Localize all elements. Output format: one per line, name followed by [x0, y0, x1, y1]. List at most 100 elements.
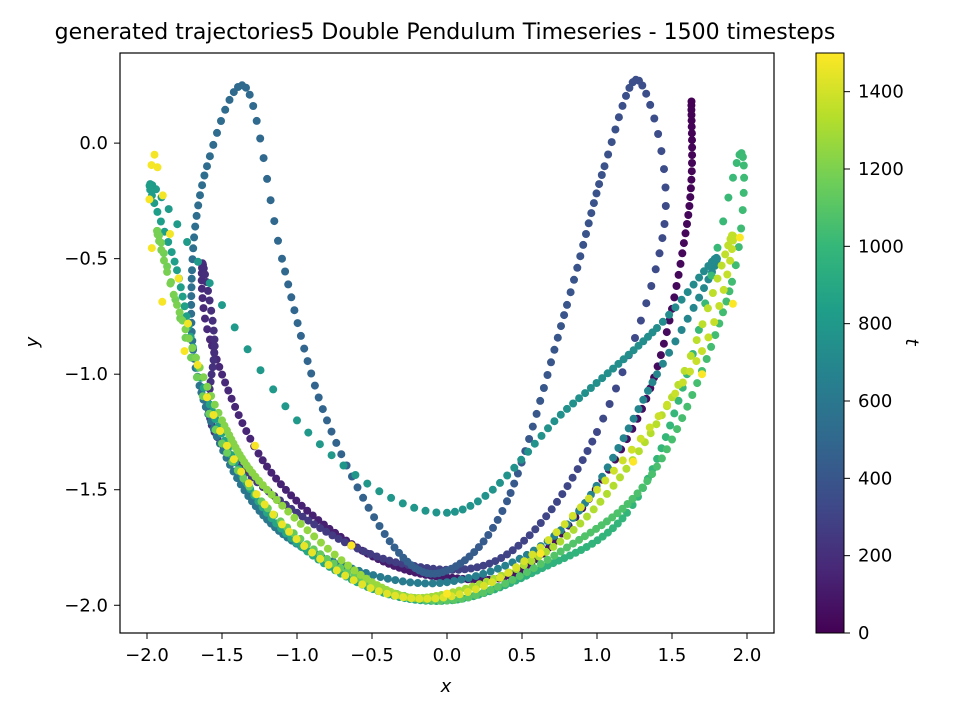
- trajectory-point: [525, 531, 534, 540]
- trajectory-point: [267, 468, 276, 477]
- trajectory-point: [713, 274, 722, 283]
- trajectory-point: [603, 369, 612, 378]
- trajectory-point: [237, 467, 246, 476]
- trajectory-point: [316, 554, 325, 563]
- trajectory-point: [150, 150, 159, 159]
- trajectory-point: [191, 222, 200, 231]
- trajectory-point: [583, 512, 591, 521]
- trajectory-point: [536, 549, 545, 558]
- trajectory-point: [390, 543, 399, 552]
- trajectory-point: [560, 520, 569, 529]
- trajectory-point: [203, 162, 211, 171]
- trajectory-point: [209, 326, 218, 335]
- trajectory-point: [460, 565, 469, 574]
- trajectory-point: [284, 280, 293, 289]
- trajectory-point: [398, 499, 407, 508]
- trajectory-point: [387, 493, 396, 502]
- trajectory-point: [375, 487, 384, 496]
- trajectory-point: [323, 544, 332, 553]
- trajectory-point: [410, 503, 419, 512]
- trajectory-point: [274, 236, 282, 245]
- trajectory-point: [605, 400, 614, 408]
- trajectory-point: [613, 519, 622, 528]
- trajectory-point: [688, 136, 696, 145]
- trajectory-point: [443, 578, 451, 587]
- trajectory-point: [443, 589, 451, 598]
- trajectory-point: [698, 347, 706, 356]
- trajectory-point: [303, 357, 312, 366]
- trajectory-point: [598, 374, 607, 383]
- trajectory-point: [732, 159, 741, 167]
- trajectory-point: [740, 173, 749, 182]
- trajectory-point: [158, 297, 167, 306]
- trajectory-point: [297, 501, 306, 510]
- trajectory-point: [173, 300, 181, 309]
- trajectory-point: [542, 512, 551, 521]
- trajectory-point: [196, 191, 204, 200]
- trajectory-point: [698, 370, 706, 379]
- trajectory-point: [458, 505, 467, 514]
- trajectory-point: [318, 405, 327, 414]
- trajectory-point: [217, 117, 225, 125]
- trajectory-point: [281, 402, 290, 411]
- trajectory-point: [661, 202, 670, 210]
- trajectory-point: [169, 290, 178, 299]
- trajectory-point: [276, 480, 285, 489]
- trajectory-point: [611, 125, 620, 134]
- trajectory-point: [474, 543, 483, 552]
- trajectory-point: [553, 333, 562, 342]
- trajectory-point: [296, 331, 305, 340]
- trajectory-point: [629, 457, 638, 466]
- trajectory-point: [583, 447, 592, 455]
- trajectory-point: [242, 427, 251, 436]
- trajectory-point: [366, 550, 375, 558]
- trajectory-point: [183, 238, 192, 246]
- trajectory-point: [656, 351, 665, 360]
- trajectory-point: [314, 393, 323, 402]
- trajectory-point: [563, 404, 571, 413]
- trajectory-point: [653, 370, 661, 379]
- trajectory-point: [298, 512, 307, 521]
- trajectory-point: [524, 447, 533, 456]
- trajectory-point: [722, 297, 731, 306]
- trajectory-point: [193, 360, 202, 369]
- trajectory-point: [702, 355, 711, 363]
- x-tick-label: 0.0: [433, 645, 462, 666]
- trajectory-point: [353, 483, 362, 492]
- trajectory-point: [272, 496, 281, 504]
- trajectory-point: [508, 575, 517, 584]
- trajectory-point: [293, 319, 302, 328]
- trajectory-point: [625, 83, 634, 92]
- trajectory-point: [549, 542, 558, 551]
- trajectory-point: [489, 523, 497, 532]
- trajectory-point: [639, 395, 648, 404]
- trajectory-point: [603, 463, 612, 472]
- trajectory-point: [334, 534, 343, 543]
- trajectory-point: [376, 573, 385, 581]
- trajectory-point: [556, 537, 565, 546]
- trajectory-point: [544, 424, 552, 433]
- trajectory-point: [729, 236, 737, 245]
- trajectory-point: [210, 349, 219, 357]
- trajectory-point: [218, 370, 227, 379]
- trajectory-point: [332, 566, 341, 575]
- trajectory-point: [536, 559, 545, 568]
- trajectory-point: [573, 465, 582, 474]
- trajectory-point: [327, 451, 336, 460]
- trajectory-point: [704, 333, 713, 342]
- trajectory-point: [173, 266, 181, 275]
- trajectory-point: [707, 342, 716, 351]
- trajectory-point: [683, 314, 692, 323]
- trajectory-point: [164, 205, 173, 214]
- trajectory-point: [694, 325, 703, 334]
- trajectory-point: [665, 348, 674, 357]
- trajectory-point: [661, 183, 670, 192]
- trajectory-point: [187, 283, 196, 292]
- trajectory-point: [315, 440, 324, 449]
- trajectory-point: [153, 207, 162, 216]
- trajectory-point: [658, 359, 667, 368]
- trajectory-point: [166, 279, 175, 288]
- trajectory-point: [634, 405, 643, 414]
- trajectory-point: [503, 497, 511, 506]
